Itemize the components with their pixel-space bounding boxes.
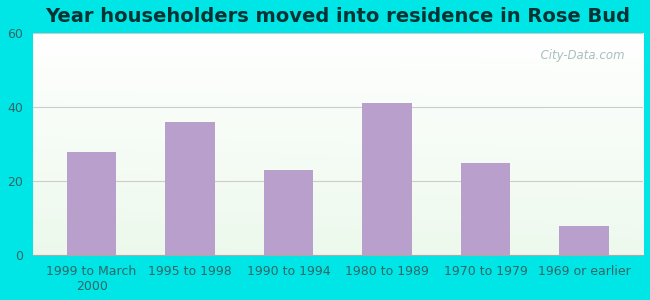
Bar (67, 152, 116, 255)
Bar (461, 163, 510, 255)
Bar (264, 170, 313, 255)
Bar (264, 170, 313, 255)
Bar (67, 152, 116, 255)
Bar (166, 122, 214, 255)
Bar (461, 163, 510, 255)
Bar (560, 226, 608, 255)
Title: Year householders moved into residence in Rose Bud: Year householders moved into residence i… (46, 7, 630, 26)
Bar (363, 103, 411, 255)
Bar (363, 103, 411, 255)
Text: City-Data.com: City-Data.com (533, 49, 625, 62)
Bar (560, 226, 608, 255)
Bar (166, 122, 214, 255)
